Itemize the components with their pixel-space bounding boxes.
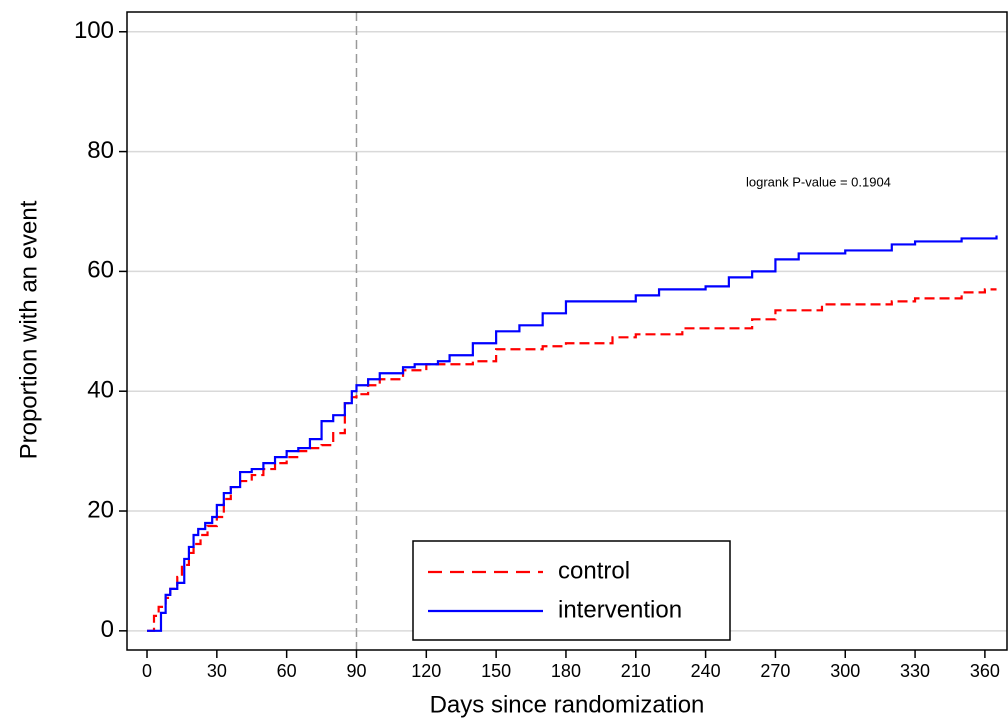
x-tick-label: 360	[970, 661, 1000, 681]
x-tick-label: 150	[481, 661, 511, 681]
legend-label: control	[558, 557, 630, 584]
x-tick-label: 90	[346, 661, 366, 681]
y-tick-label: 40	[87, 377, 114, 404]
y-tick-label: 80	[87, 137, 114, 164]
y-tick-label: 20	[87, 496, 114, 523]
x-tick-label: 240	[691, 661, 721, 681]
x-tick-label: 0	[142, 661, 152, 681]
survival-curve	[147, 288, 997, 632]
legend-label: intervention	[558, 596, 682, 623]
x-tick-label: 30	[207, 661, 227, 681]
x-tick-label: 210	[621, 661, 651, 681]
x-tick-label: 120	[411, 661, 441, 681]
x-tick-label: 180	[551, 661, 581, 681]
plot-frame	[126, 11, 1008, 651]
y-axis-title: Proportion with an event	[15, 200, 42, 459]
x-tick-label: 270	[760, 661, 790, 681]
annotation: logrank P-value = 0.1904	[746, 174, 891, 189]
y-tick-label: 60	[87, 257, 114, 284]
x-tick-label: 300	[830, 661, 860, 681]
y-tick-label: 0	[101, 616, 114, 643]
survival-curve	[147, 235, 998, 632]
x-axis-title: Days since randomization	[430, 691, 705, 718]
legend-box	[412, 540, 731, 641]
x-tick-label: 330	[900, 661, 930, 681]
x-tick-label: 60	[277, 661, 297, 681]
y-tick-label: 100	[74, 17, 114, 44]
